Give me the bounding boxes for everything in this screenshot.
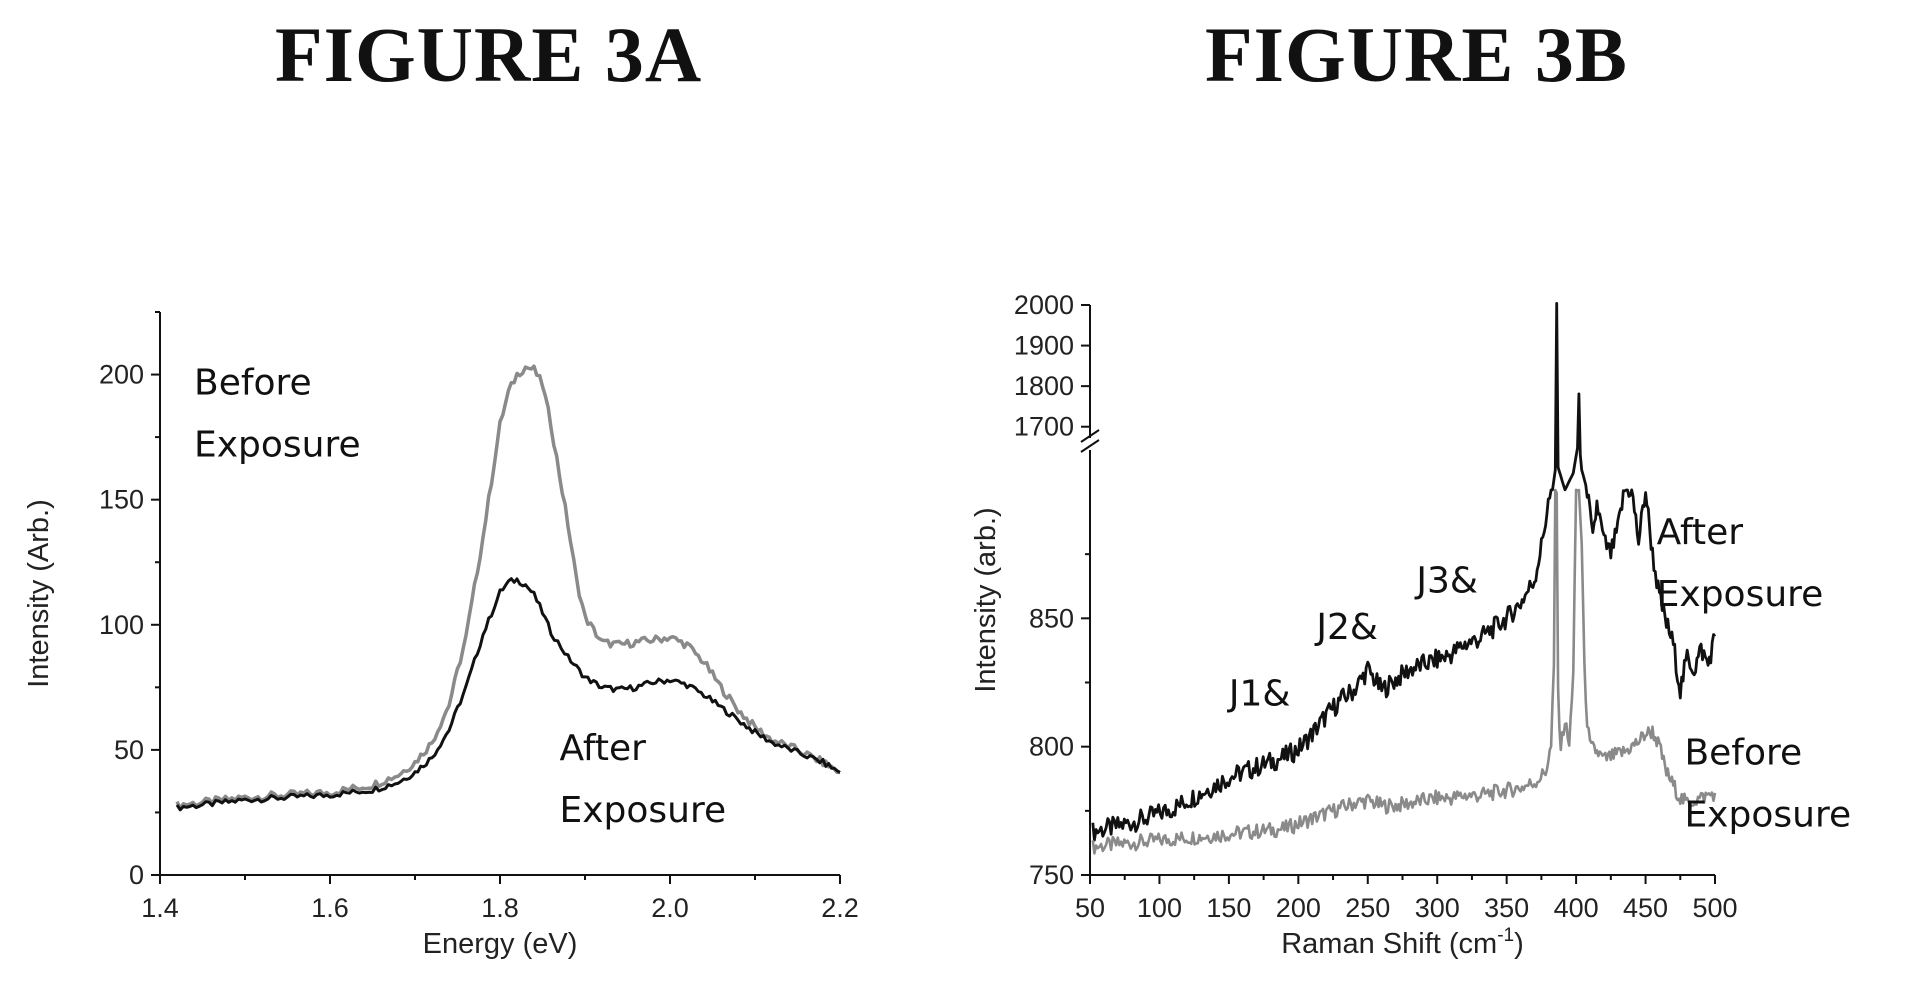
x-tick-label-b: 350 bbox=[1484, 893, 1529, 923]
chart-figure-3b: 50 100 150 200 250 300 350 400 450 500 750 800 850 17… bbox=[970, 290, 1851, 960]
x-tick-label-a: 1.4 bbox=[141, 893, 179, 923]
y-tick-label-b: 800 bbox=[1029, 732, 1074, 762]
annotation-a-1: Exposure bbox=[560, 790, 727, 831]
x-tick-label-a: 1.6 bbox=[311, 893, 349, 923]
annotation-a-1: After bbox=[560, 728, 647, 769]
annotation-b-2: J3& bbox=[1414, 561, 1478, 602]
annotation-b-4: Before bbox=[1684, 733, 1802, 774]
annotation-a-0: Before bbox=[194, 363, 312, 404]
series-line-a-0 bbox=[175, 364, 840, 810]
y-tick-label-a: 50 bbox=[114, 735, 144, 765]
annotation-b-3: Exposure bbox=[1657, 574, 1824, 615]
figure-3a-title: FIGURE 3A bbox=[275, 11, 703, 98]
annotation-b-0: J1& bbox=[1227, 674, 1291, 715]
y-axis-label-a: Intensity (Arb.) bbox=[23, 499, 55, 688]
x-tick-label-a: 2.2 bbox=[821, 893, 859, 923]
y-axis-label-b: Intensity (arb.) bbox=[970, 507, 1002, 692]
x-tick-label-b: 400 bbox=[1554, 893, 1599, 923]
series-line-a-1 bbox=[175, 577, 841, 812]
x-tick-label-b: 150 bbox=[1206, 893, 1251, 923]
chart-figure-3a: 1.4 1.6 1.8 2.0 2.2 0 50 100 150 200 Energy (eV) In… bbox=[23, 311, 859, 960]
y-tick-label-a: 100 bbox=[99, 610, 144, 640]
x-tick-label-b: 100 bbox=[1137, 893, 1182, 923]
x-axis-label-b: Raman Shift (cm-1) bbox=[1281, 925, 1524, 960]
y-tick-label-b: 1700 bbox=[1014, 412, 1074, 442]
x-tick-label-a: 1.8 bbox=[481, 893, 519, 923]
y-tick-label-a: 200 bbox=[99, 360, 144, 390]
axis-break-mark bbox=[1080, 439, 1100, 453]
x-tick-label-b: 200 bbox=[1276, 893, 1321, 923]
annotation-b-1: J2& bbox=[1314, 607, 1378, 648]
figure-3b-title: FIGURE 3B bbox=[1205, 11, 1628, 98]
x-tick-label-b: 50 bbox=[1075, 893, 1105, 923]
x-tick-label-b: 300 bbox=[1415, 893, 1460, 923]
annotation-b-3: After bbox=[1657, 512, 1744, 553]
x-tick-label-b: 250 bbox=[1345, 893, 1390, 923]
y-tick-label-b: 1800 bbox=[1014, 371, 1074, 401]
x-tick-label-b: 500 bbox=[1692, 893, 1737, 923]
annotation-a-0: Exposure bbox=[194, 425, 361, 466]
series-line-b-1 bbox=[1091, 488, 1717, 855]
x-tick-label-a: 2.0 bbox=[651, 893, 689, 923]
axis-break-mark bbox=[1080, 429, 1100, 443]
y-tick-label-b: 2000 bbox=[1014, 290, 1074, 320]
y-tick-label-a: 150 bbox=[99, 485, 144, 515]
x-axis-label-a: Energy (eV) bbox=[423, 928, 578, 960]
series-line-b-0 bbox=[1091, 302, 1717, 842]
y-tick-label-b: 750 bbox=[1029, 860, 1074, 890]
x-tick-label-b: 450 bbox=[1623, 893, 1668, 923]
y-tick-label-b: 1900 bbox=[1014, 331, 1074, 361]
y-tick-label-a: 0 bbox=[129, 860, 144, 890]
y-tick-label-b: 850 bbox=[1029, 603, 1074, 633]
annotation-b-4: Exposure bbox=[1684, 795, 1851, 836]
